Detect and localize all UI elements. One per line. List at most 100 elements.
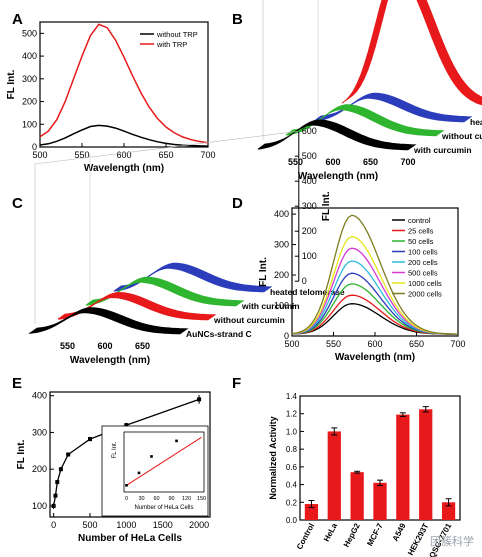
panel-e-x-axis-label: Number of HeLa Cells xyxy=(78,533,182,544)
panel-e-inset-x-tick-label: 0 xyxy=(125,496,128,502)
panel-f-bar xyxy=(350,472,364,520)
panel-f-y-tick-label: 0.2 xyxy=(286,498,298,507)
panel-e-inset-x-tick-label: 90 xyxy=(168,496,174,502)
panel-f-y-tick-label: 1.4 xyxy=(286,392,298,401)
panel-d-legend-label: 500 cells xyxy=(408,269,438,278)
panel-d-x-tick-label: 500 xyxy=(284,339,299,349)
panel-f-category-label: HepG2 xyxy=(342,521,362,548)
panel-f-y-tick-label: 1.2 xyxy=(286,410,298,419)
panel-c-z-tick-label: 400 xyxy=(302,176,317,186)
panel-label-d: D xyxy=(232,195,243,212)
panel-d-series-line xyxy=(291,214,459,335)
panel-e-data-point xyxy=(197,397,202,402)
panel-f-bar xyxy=(373,482,387,520)
panel-f-y-tick-label: 1.0 xyxy=(286,427,298,436)
panel-a-legend-label: without TRP xyxy=(156,30,198,39)
panel-e-inset-frame xyxy=(101,425,209,517)
panel-c-ribbon xyxy=(28,307,189,335)
panel-c-z-tick-label: 500 xyxy=(302,151,317,161)
panel-d-plot: 500 550 600 650 700 0 100 200 300 400 Wavelength (… xyxy=(258,207,466,363)
panel-f-y-tick-label: 0.6 xyxy=(286,463,298,472)
panel-b-category-label: with curcumin xyxy=(413,145,472,155)
panel-a-plot: 500 550 600 650 700 0 100 200 300 400 500 Wavelengt… xyxy=(6,21,216,174)
panel-c-z-tick-label: 600 xyxy=(302,126,317,136)
panel-e-data-point xyxy=(55,480,60,485)
panel-c-ribbon xyxy=(113,262,273,293)
panel-e-y-axis-label: FL Int. xyxy=(16,439,27,469)
panel-c-category-label: with curcumin xyxy=(241,301,300,311)
panel-e-x-tick-label: 500 xyxy=(82,520,97,530)
panel-c-ribbon xyxy=(57,292,217,321)
panel-e-inset-axes xyxy=(123,431,205,493)
panel-f-bar xyxy=(327,431,341,520)
panel-d-x-tick-label: 650 xyxy=(409,339,424,349)
panel-a-x-tick-label: 650 xyxy=(158,150,173,160)
panel-a-series-line xyxy=(39,124,209,147)
panel-e-data-point xyxy=(88,437,92,442)
panel-e-data-point xyxy=(53,493,58,498)
panel-d-x-tick-label: 600 xyxy=(367,339,382,349)
panel-f-y-tick-label: 0.4 xyxy=(286,481,298,490)
panel-e-inset-x-tick-label: 30 xyxy=(138,496,144,502)
panel-b-category-label: without curcumin xyxy=(441,131,482,141)
panel-b-ribbon xyxy=(313,92,473,123)
panel-a-y-tick-label: 400 xyxy=(22,51,37,61)
panel-c-x-tick-label: 650 xyxy=(135,341,150,351)
panel-d-y-tick-label: 0 xyxy=(284,331,289,341)
panel-b-x-tick-label: 600 xyxy=(325,157,340,167)
panel-d-x-tick-label: 550 xyxy=(326,339,341,349)
panel-c-x-tick-label: 600 xyxy=(97,341,112,351)
panel-d-legend-label: 50 cells xyxy=(408,237,434,246)
panel-e-inset-y-axis-label: FL Int. xyxy=(112,441,118,458)
panel-b-category-label: heated telomerase xyxy=(470,117,482,127)
panel-a-y-axis-label: FL Int. xyxy=(6,69,17,99)
panel-d-y-tick-label: 200 xyxy=(274,270,289,280)
panel-c-ribbon xyxy=(85,276,245,307)
panel-e-data-point xyxy=(51,503,56,508)
panel-c-z-tick-label: 100 xyxy=(302,251,317,261)
panel-c-z-tick-label: 0 xyxy=(302,276,307,286)
panel-d-legend-label: 2000 cells xyxy=(408,290,442,299)
panel-a-legend-label: with TRP xyxy=(156,40,187,49)
panel-d-x-tick-label: 700 xyxy=(450,339,465,349)
panel-b-ribbon xyxy=(257,119,417,151)
panel-f-y-axis-label: Normalized Activity xyxy=(268,416,278,499)
panel-b-x-tick-label: 700 xyxy=(400,157,415,167)
panel-c-z-tick-label: 200 xyxy=(302,226,317,236)
panel-e-y-tick-label: 200 xyxy=(32,464,47,474)
panel-c-z-tick-label: 300 xyxy=(302,201,317,211)
panel-b-x-axis-label: Wavelength (nm) xyxy=(298,171,378,182)
panel-a-y-tick-label: 500 xyxy=(22,28,37,38)
panel-a-x-tick-label: 500 xyxy=(32,150,47,160)
panel-e-inset-data-point xyxy=(137,471,141,475)
panel-f-bar xyxy=(396,414,410,520)
panel-label-b: B xyxy=(232,11,243,28)
panel-c-z-axis-label: FL Int. xyxy=(321,191,332,221)
panel-e-y-tick-label: 300 xyxy=(32,427,47,437)
panel-c-x-tick-label: 550 xyxy=(60,341,75,351)
panel-d-y-tick-label: 300 xyxy=(274,240,289,250)
panel-d-legend-label: control xyxy=(408,216,431,225)
panel-f-bar xyxy=(304,504,319,520)
panel-f-y-tick-label: 0.0 xyxy=(286,516,298,525)
panel-d-legend-label: 200 cells xyxy=(408,258,438,267)
panel-c-wall-edge xyxy=(34,130,299,165)
panel-label-e: E xyxy=(12,375,22,392)
panel-b-ribbon xyxy=(341,0,482,106)
panel-a-y-tick-label: 200 xyxy=(22,97,37,107)
panel-label-a: A xyxy=(12,11,23,28)
panel-c-category-label: AuNCs-strand C xyxy=(186,329,252,339)
panel-e-axes-frame xyxy=(49,391,211,518)
panel-b-x-tick-label: 650 xyxy=(363,157,378,167)
panel-e-data-point xyxy=(124,423,129,428)
panel-e-x-tick-label: 1500 xyxy=(153,520,173,530)
panel-e-x-tick-label: 0 xyxy=(51,520,56,530)
panel-f-category-label: HEK293T xyxy=(406,522,430,557)
panel-e-inset-x-tick-label: 120 xyxy=(182,496,191,502)
panel-e-x-tick-label: 2000 xyxy=(189,520,209,530)
panel-d-legend-label: 1000 cells xyxy=(408,279,442,288)
